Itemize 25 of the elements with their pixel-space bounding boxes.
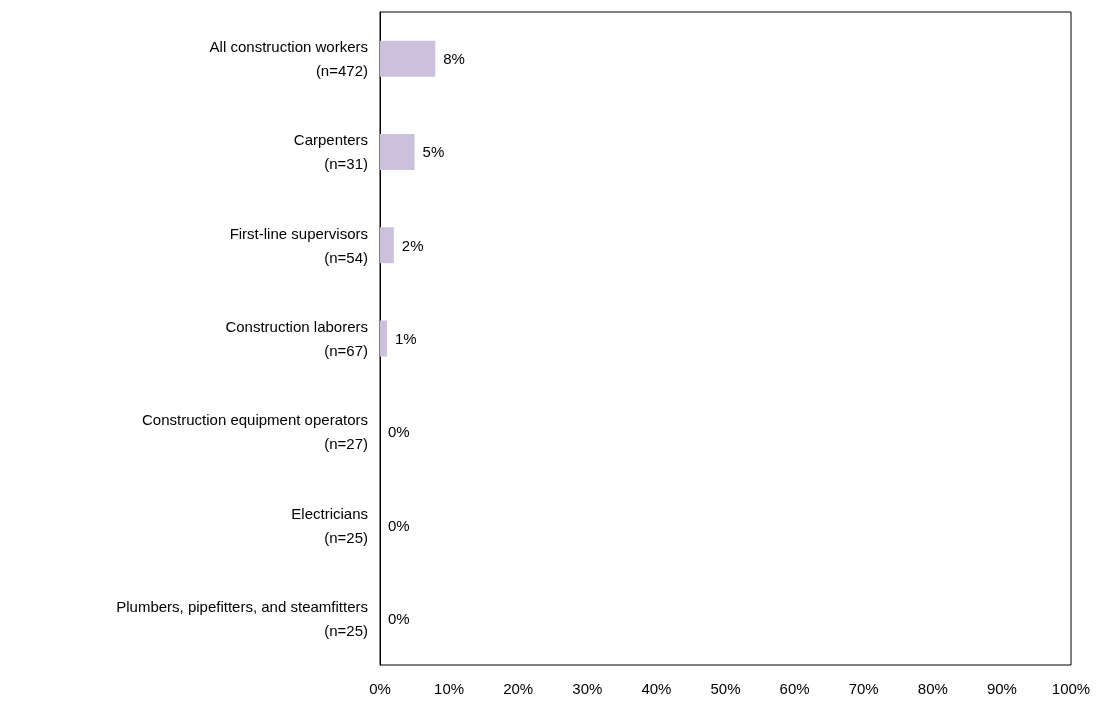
y-tick-label: First-line supervisors (n=54): [229, 224, 368, 266]
data-label: 0%: [388, 609, 410, 627]
data-label: 0%: [388, 423, 410, 441]
x-tick-label: 50%: [710, 680, 741, 697]
x-tick-label: 70%: [848, 680, 879, 697]
x-tick-label: 100%: [1051, 680, 1091, 697]
x-tick-label: 80%: [917, 680, 948, 697]
x-tick-label: 20%: [503, 680, 534, 697]
y-tick-label: Construction laborers (n=67): [225, 318, 368, 359]
y-tick-label: All construction workers (n=472): [209, 38, 368, 80]
x-tick-label: 60%: [779, 680, 810, 697]
data-label: 2%: [401, 236, 424, 254]
data-label: 8%: [443, 50, 465, 68]
data-label: 5%: [422, 143, 445, 161]
y-tick-label: Plumbers, pipefitters, and steamfitters (n=25): [116, 597, 368, 639]
y-tick-label: Carpenters (n=31): [293, 131, 368, 173]
y-tick-label: Electricians (n=25): [291, 504, 368, 546]
data-label: 0%: [388, 516, 410, 534]
x-tick-label: 30%: [572, 680, 603, 697]
x-tick-label: 40%: [641, 680, 672, 697]
y-tick-label: Construction equipment operators (n=27): [142, 411, 368, 453]
x-tick-label: 90%: [986, 680, 1017, 697]
data-label: 1%: [394, 330, 417, 347]
x-tick-label: 0%: [369, 680, 391, 697]
x-tick-label: 10%: [434, 680, 465, 697]
